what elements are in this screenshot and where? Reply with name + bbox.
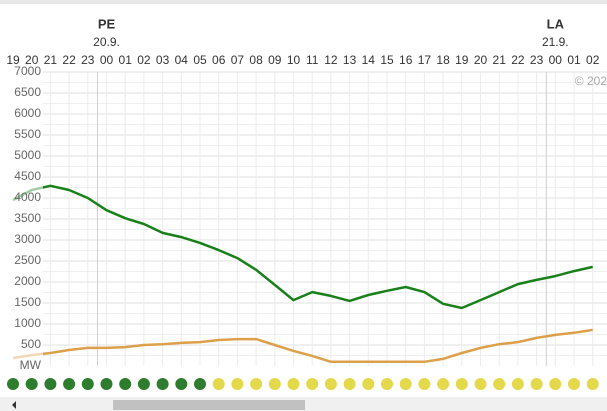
y-tick-label: 7000 xyxy=(14,64,41,78)
x-tick-label: 12 xyxy=(324,53,338,67)
x-tick-label: 19 xyxy=(455,53,469,67)
status-dot xyxy=(100,378,113,390)
status-dot xyxy=(137,378,150,390)
status-dot xyxy=(175,378,188,390)
status-dot xyxy=(493,378,506,390)
y-tick-label: 3500 xyxy=(14,211,41,225)
day-name: LA xyxy=(547,16,565,31)
status-dot xyxy=(381,378,393,390)
x-tick-label: 21 xyxy=(493,53,507,67)
status-dot xyxy=(549,378,562,390)
status-dot xyxy=(568,378,580,390)
copyright: © 202 xyxy=(575,74,607,88)
y-tick-label: 6500 xyxy=(14,85,41,99)
status-dot xyxy=(399,378,412,390)
x-tick-label: 11 xyxy=(306,53,319,67)
scroll-left-arrow[interactable] xyxy=(12,401,16,409)
day-date: 21.9. xyxy=(542,35,569,49)
status-dot xyxy=(586,378,599,390)
x-tick-label: 19 xyxy=(6,53,20,67)
x-tick-label: 01 xyxy=(567,53,581,67)
x-tick-label: 13 xyxy=(343,53,357,67)
fade xyxy=(0,72,43,372)
status-dot xyxy=(474,378,487,390)
y-tick-label: 1500 xyxy=(14,295,41,309)
status-dot xyxy=(7,378,19,390)
x-tick-label: 02 xyxy=(586,53,600,67)
y-tick-label: 4000 xyxy=(14,190,41,204)
x-tick-label: 04 xyxy=(175,53,189,67)
x-tick-label: 18 xyxy=(436,53,450,67)
x-tick-label: 21 xyxy=(44,53,58,67)
y-tick-label: 5000 xyxy=(14,148,41,162)
day-name: PE xyxy=(98,16,116,31)
x-tick-label: 22 xyxy=(511,53,525,67)
y-tick-label: 2500 xyxy=(14,253,41,267)
x-tick-label: 20 xyxy=(25,53,39,67)
status-dot xyxy=(231,378,244,390)
scrollbar-thumb[interactable] xyxy=(113,400,305,410)
status-dot xyxy=(81,378,94,390)
x-tick-label: 00 xyxy=(549,53,563,67)
x-tick-label: 07 xyxy=(231,53,245,67)
x-tick-label: 01 xyxy=(119,53,133,67)
y-tick-label: 500 xyxy=(21,337,41,351)
x-tick-label: 20 xyxy=(474,53,488,67)
y-tick-label: 2000 xyxy=(14,274,41,288)
status-dot xyxy=(156,378,169,390)
status-dot xyxy=(343,378,356,390)
status-dot xyxy=(212,378,225,390)
x-tick-label: 14 xyxy=(362,53,376,67)
x-tick-label: 10 xyxy=(287,53,301,67)
x-tick-label: 23 xyxy=(530,53,544,67)
x-tick-label: 08 xyxy=(249,53,263,67)
status-dot xyxy=(194,378,206,390)
status-dot xyxy=(511,378,524,390)
x-tick-label: 02 xyxy=(137,53,151,67)
day-date: 20.9. xyxy=(93,35,120,49)
x-tick-label: 03 xyxy=(156,53,170,67)
status-dot xyxy=(44,378,57,390)
x-tick-label: 00 xyxy=(100,53,114,67)
y-tick-label: 3000 xyxy=(14,232,41,246)
series-line xyxy=(12,184,593,310)
x-tick-label: 17 xyxy=(418,53,432,67)
x-tick-label: 16 xyxy=(399,53,413,67)
x-tick-label: 22 xyxy=(62,53,76,67)
y-tick-label: 6000 xyxy=(14,106,41,120)
status-dot xyxy=(418,378,431,390)
series-line xyxy=(12,328,593,364)
top-bar xyxy=(0,0,607,4)
x-tick-label: 15 xyxy=(380,53,394,67)
y-axis-label: MW xyxy=(20,358,42,372)
x-tick-label: 06 xyxy=(212,53,226,67)
status-dot xyxy=(324,378,337,390)
y-tick-label: 4500 xyxy=(14,169,41,183)
status-dot xyxy=(437,378,450,390)
status-dot xyxy=(306,378,319,390)
status-dot xyxy=(63,378,76,390)
status-dot xyxy=(268,378,281,390)
y-tick-label: 5500 xyxy=(14,127,41,141)
status-dot xyxy=(119,378,132,390)
status-dot xyxy=(25,378,38,390)
status-dot xyxy=(287,378,300,390)
status-dot xyxy=(362,378,375,390)
y-tick-label: 1000 xyxy=(14,316,41,330)
x-tick-label: 23 xyxy=(81,53,95,67)
x-tick-label: 05 xyxy=(193,53,207,67)
status-dot xyxy=(455,378,468,390)
status-dot xyxy=(250,378,263,390)
status-dot xyxy=(530,378,543,390)
x-tick-label: 09 xyxy=(268,53,282,67)
